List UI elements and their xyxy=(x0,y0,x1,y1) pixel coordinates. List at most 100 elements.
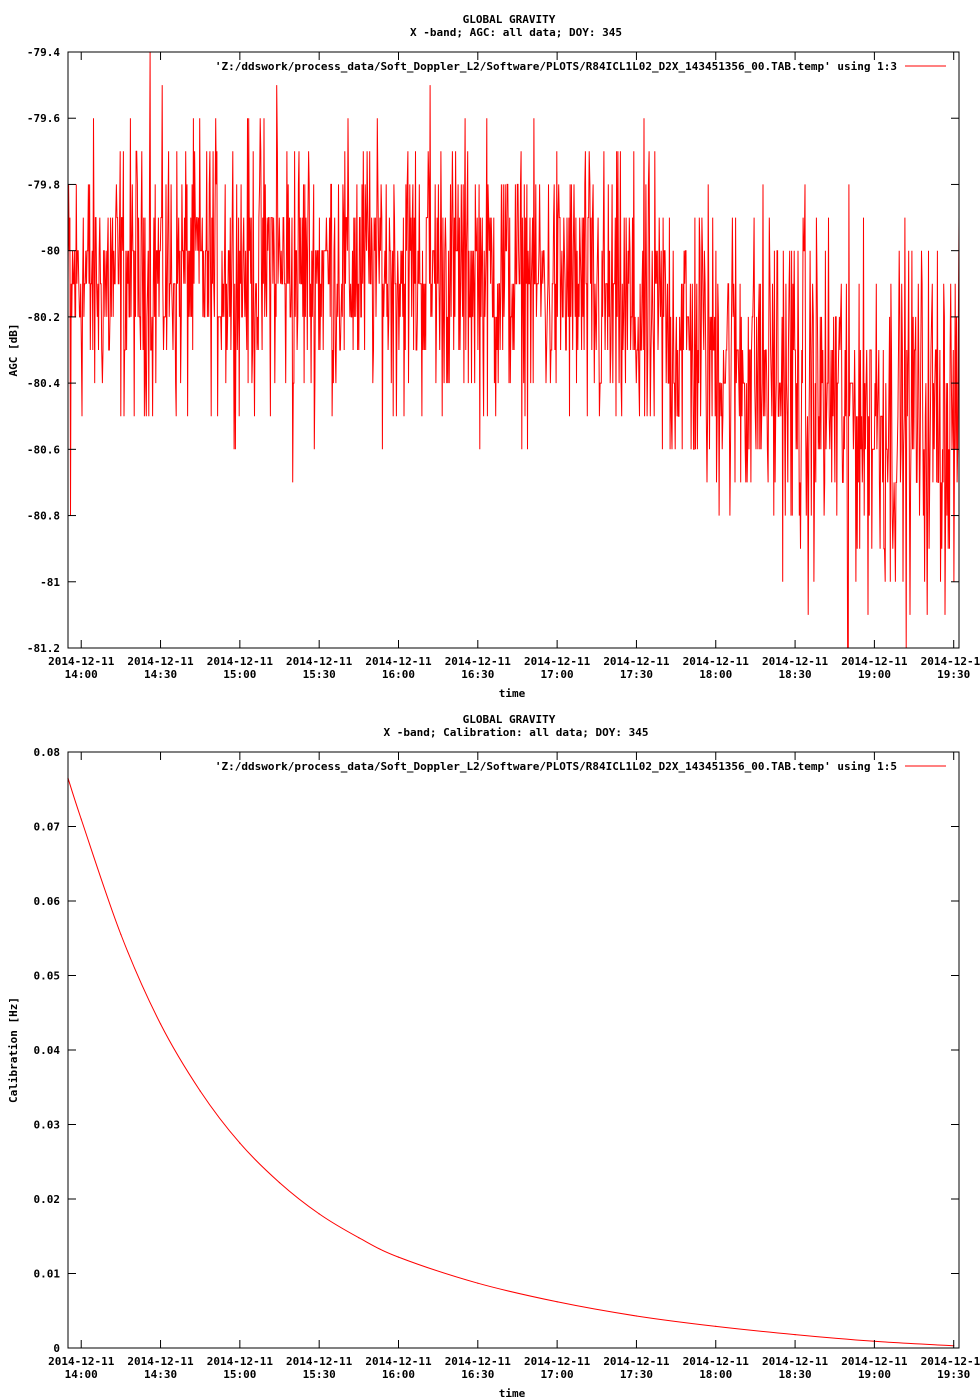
y-tick-label: 0 xyxy=(53,1342,60,1355)
x-tick-date-label: 2014-12-11 xyxy=(921,655,980,668)
y-tick-label: -80.2 xyxy=(27,311,60,324)
x-tick-time-label: 19:00 xyxy=(858,668,891,681)
x-tick-time-label: 18:00 xyxy=(699,1368,732,1381)
y-tick-label: -79.4 xyxy=(27,46,60,59)
chart-subtitle: X -band; AGC: all data; DOY: 345 xyxy=(410,26,622,39)
x-tick-time-label: 18:30 xyxy=(779,668,812,681)
x-tick-time-label: 16:00 xyxy=(382,1368,415,1381)
y-tick-label: -80 xyxy=(40,245,60,258)
x-tick-time-label: 15:00 xyxy=(223,1368,256,1381)
x-tick-time-label: 19:00 xyxy=(858,1368,891,1381)
x-tick-time-label: 14:30 xyxy=(144,1368,177,1381)
y-tick-label: 0.05 xyxy=(34,970,61,983)
x-tick-date-label: 2014-12-11 xyxy=(48,1355,115,1368)
x-tick-date-label: 2014-12-11 xyxy=(365,1355,432,1368)
calibration-axis-ticks: 0.080.070.060.050.040.030.020.0102014-12… xyxy=(34,746,980,1381)
x-tick-date-label: 2014-12-11 xyxy=(603,655,670,668)
x-tick-time-label: 19:30 xyxy=(937,1368,970,1381)
x-tick-date-label: 2014-12-11 xyxy=(286,1355,353,1368)
y-tick-label: 0.08 xyxy=(34,746,61,759)
x-tick-time-label: 16:00 xyxy=(382,668,415,681)
y-tick-label: -80.4 xyxy=(27,377,60,390)
agc-series-line xyxy=(67,51,960,649)
x-tick-date-label: 2014-12-11 xyxy=(921,1355,980,1368)
x-tick-time-label: 17:00 xyxy=(541,1368,574,1381)
chart-title: GLOBAL GRAVITY xyxy=(463,713,556,726)
x-tick-date-label: 2014-12-11 xyxy=(762,1355,829,1368)
x-tick-time-label: 15:30 xyxy=(303,1368,336,1381)
x-tick-date-label: 2014-12-11 xyxy=(207,655,274,668)
plot-frame xyxy=(67,751,960,1349)
y-tick-label: -79.6 xyxy=(27,112,60,125)
x-tick-date-label: 2014-12-11 xyxy=(445,655,512,668)
calibration-point xyxy=(120,933,122,936)
calibration-point xyxy=(715,1325,717,1327)
y-tick-label: 0.04 xyxy=(34,1044,61,1057)
x-tick-time-label: 16:30 xyxy=(461,668,494,681)
x-tick-time-label: 14:00 xyxy=(65,668,98,681)
x-tick-date-label: 2014-12-11 xyxy=(762,655,829,668)
x-tick-date-label: 2014-12-11 xyxy=(445,1355,512,1368)
x-tick-date-label: 2014-12-11 xyxy=(286,655,353,668)
x-tick-date-label: 2014-12-11 xyxy=(841,655,908,668)
calibration-point xyxy=(477,1282,479,1284)
x-tick-date-label: 2014-12-11 xyxy=(841,1355,908,1368)
calibration-series-line xyxy=(67,777,955,1347)
agc-axis-ticks: -79.4 -79.6 -79.8 -80 -80.2 -80.4 -80.6 -80.8 -8… xyxy=(27,46,980,681)
legend: 'Z:/ddswork/process_data/Soft_Doppler_L2… xyxy=(215,60,946,73)
legend-entry: 'Z:/ddswork/process_data/Soft_Doppler_L2… xyxy=(215,60,897,73)
chart-subtitle: X -band; Calibration: all data; DOY: 345 xyxy=(384,726,649,739)
y-tick-label: 0.03 xyxy=(34,1119,61,1132)
y-tick-label: 0.06 xyxy=(34,895,61,908)
calibration-point xyxy=(358,1237,360,1239)
agc-trace xyxy=(67,51,960,649)
calibration-point xyxy=(278,1182,281,1184)
x-tick-time-label: 18:30 xyxy=(779,1368,812,1381)
calibration-point xyxy=(556,1301,558,1303)
x-axis-label: time xyxy=(499,687,526,700)
calibration-point xyxy=(794,1333,796,1336)
calibration-point xyxy=(239,1142,241,1144)
x-tick-date-label: 2014-12-11 xyxy=(524,655,591,668)
y-tick-label: -80.8 xyxy=(27,510,60,523)
x-tick-date-label: 2014-12-11 xyxy=(48,655,115,668)
x-tick-date-label: 2014-12-11 xyxy=(127,655,194,668)
x-tick-date-label: 2014-12-11 xyxy=(127,1355,194,1368)
x-tick-time-label: 17:00 xyxy=(541,668,574,681)
calibration-point xyxy=(635,1315,638,1317)
x-tick-date-label: 2014-12-11 xyxy=(207,1355,274,1368)
y-tick-label: 0.01 xyxy=(34,1268,61,1281)
y-tick-label: 0.02 xyxy=(34,1193,61,1206)
y-tick-label: -81.2 xyxy=(27,642,60,655)
x-tick-date-label: 2014-12-11 xyxy=(603,1355,670,1368)
legend-entry: 'Z:/ddswork/process_data/Soft_Doppler_L2… xyxy=(215,760,897,773)
x-tick-date-label: 2014-12-11 xyxy=(365,655,432,668)
calibration-curve xyxy=(67,777,954,1347)
x-tick-date-label: 2014-12-11 xyxy=(683,1355,750,1368)
chart-title: GLOBAL GRAVITY xyxy=(463,13,556,26)
legend: 'Z:/ddswork/process_data/Soft_Doppler_L2… xyxy=(215,760,946,773)
agc-chart: GLOBAL GRAVITY X -band; AGC: all data; D… xyxy=(7,13,980,700)
x-tick-time-label: 14:30 xyxy=(144,668,177,681)
y-tick-label: -81 xyxy=(40,576,60,589)
y-axis-label: Calibration [Hz] xyxy=(7,997,20,1103)
x-tick-time-label: 14:00 xyxy=(65,1368,98,1381)
calibration-point xyxy=(80,818,82,820)
x-tick-date-label: 2014-12-11 xyxy=(683,655,750,668)
calibration-point xyxy=(199,1090,201,1092)
y-tick-label: 0.07 xyxy=(34,821,61,834)
x-tick-time-label: 18:00 xyxy=(699,668,732,681)
x-tick-time-label: 19:30 xyxy=(937,668,970,681)
x-tick-time-label: 16:30 xyxy=(461,1368,494,1381)
plot-frame xyxy=(67,51,960,649)
x-tick-time-label: 15:00 xyxy=(223,668,256,681)
y-tick-label: -80.6 xyxy=(27,443,60,456)
calibration-point xyxy=(397,1256,400,1258)
x-tick-time-label: 15:30 xyxy=(303,668,336,681)
x-tick-time-label: 17:30 xyxy=(620,1368,653,1381)
calibration-point xyxy=(318,1213,320,1215)
calibration-point xyxy=(159,1023,162,1025)
y-tick-label: -79.8 xyxy=(27,178,60,191)
calibration-chart: GLOBAL GRAVITY X -band; Calibration: all… xyxy=(7,713,980,1400)
